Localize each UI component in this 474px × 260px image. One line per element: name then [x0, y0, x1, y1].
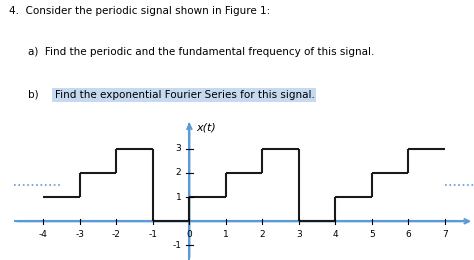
Text: b): b)	[28, 90, 46, 100]
Text: 2: 2	[176, 168, 182, 177]
Text: -1: -1	[148, 230, 157, 239]
Text: 0: 0	[186, 230, 192, 239]
Text: 3: 3	[175, 144, 182, 153]
Text: -3: -3	[75, 230, 84, 239]
Text: 4: 4	[333, 230, 338, 239]
Text: 4.  Consider the periodic signal shown in Figure 1:: 4. Consider the periodic signal shown in…	[9, 6, 271, 16]
Text: x(t): x(t)	[196, 122, 216, 132]
Text: 7: 7	[442, 230, 447, 239]
Text: 5: 5	[369, 230, 375, 239]
Text: 3: 3	[296, 230, 302, 239]
Text: Find the exponential Fourier Series for this signal.: Find the exponential Fourier Series for …	[55, 90, 314, 100]
Text: 1: 1	[223, 230, 229, 239]
Text: -2: -2	[112, 230, 121, 239]
Text: 6: 6	[405, 230, 411, 239]
Text: -1: -1	[173, 241, 182, 250]
Text: 2: 2	[260, 230, 265, 239]
Text: 1: 1	[175, 193, 182, 202]
Text: a)  Find the periodic and the fundamental frequency of this signal.: a) Find the periodic and the fundamental…	[28, 47, 375, 57]
Text: -4: -4	[39, 230, 48, 239]
